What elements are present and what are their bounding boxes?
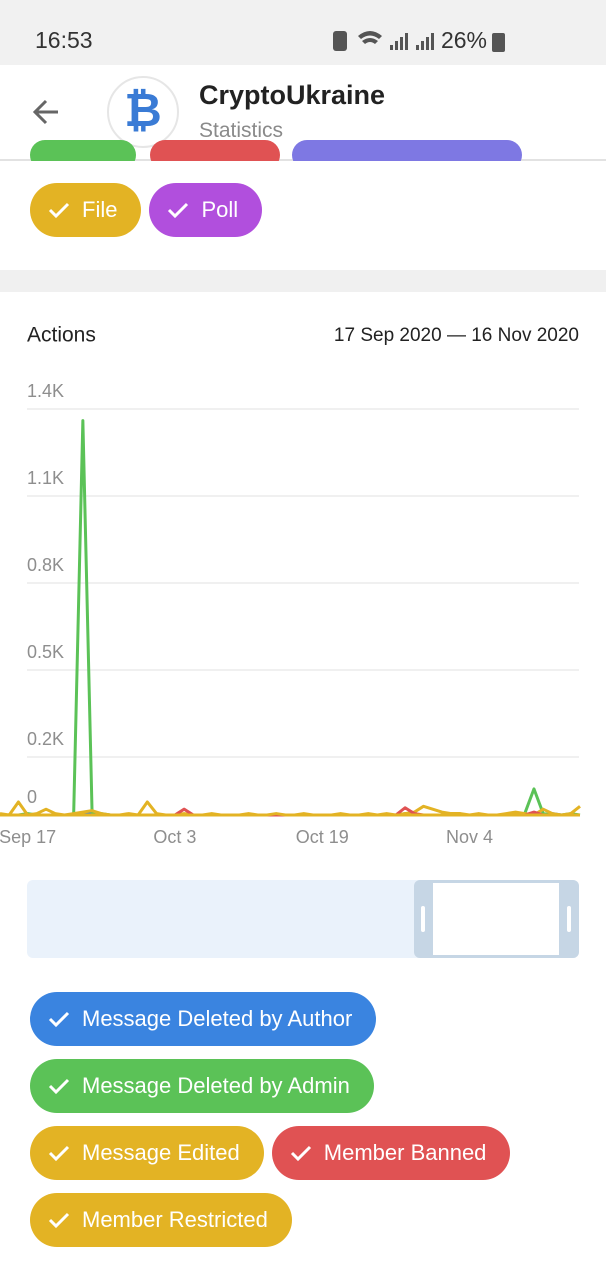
y-tick-label: 1.1K [27,468,64,488]
chip-label: Member Banned [323,1140,487,1165]
legend-chip[interactable]: Member Banned [271,1126,511,1180]
series-line [0,812,580,817]
legend-chip[interactable]: Message Deleted by Author [30,992,377,1046]
chip-label: Member Restricted [82,1207,268,1232]
legend-chip[interactable]: Message Edited [30,1126,264,1180]
avatar [107,76,179,148]
section-separator [0,270,606,292]
legend-chip[interactable]: Message Deleted by Admin [30,1059,374,1113]
avatar-logo: ₿ [124,84,162,136]
series-line [0,419,581,817]
navigator-window-inner [433,883,559,955]
y-tick-label: 0.8K [27,555,64,575]
check-icon [48,1145,70,1162]
y-tick-label: 0.2K [27,729,64,749]
status-battery: 26% [441,27,487,53]
top-chips: File Poll [30,183,590,237]
channel-subtitle: Statistics [199,119,284,142]
check-icon [48,1078,70,1095]
status-bar [0,0,606,65]
x-tick-label: Oct 19 [296,827,349,847]
channel-title: CryptoUkraine [199,80,386,110]
chip-mask [0,161,606,175]
chip-label: Message Deleted by Admin [82,1073,350,1098]
chip-label: File [82,197,118,222]
check-icon [48,202,70,219]
y-tick-label: 1.4K [27,381,64,401]
filter-chip[interactable]: Poll [149,183,263,237]
status-time: 16:53 [35,27,93,53]
check-icon [290,1145,311,1162]
date-range: 17 Sep 2020 — 16 Nov 2020 [334,325,579,346]
back-button[interactable] [32,99,58,125]
chart-title: Actions [27,324,96,347]
y-tick-label: 0.5K [27,642,64,662]
check-icon [48,1011,70,1028]
chip-label: Message Deleted by Author [82,1006,353,1031]
y-tick-label: 0 [27,787,37,807]
chip-label: Message Edited [82,1140,240,1165]
x-tick-label: Sep 17 [0,827,56,847]
check-icon [48,1212,70,1229]
x-tick-label: Nov 4 [446,827,493,847]
plot: 0 0.2K 0.5K 0.8K 1.1K 1.4K Sep 17 Oct 3 Oct 19 No… [0,381,581,847]
legend: Message Deleted by Author Message Deleted… [30,992,590,1247]
chip-label: Poll [201,197,239,222]
filter-chip[interactable]: File [30,183,142,237]
navigator-handle[interactable] [567,906,571,932]
check-icon [168,202,189,219]
legend-chip[interactable]: Member Restricted [30,1193,292,1247]
status-icons [333,31,505,52]
navigator-handle[interactable] [421,906,425,932]
x-tick-label: Oct 3 [153,827,196,847]
